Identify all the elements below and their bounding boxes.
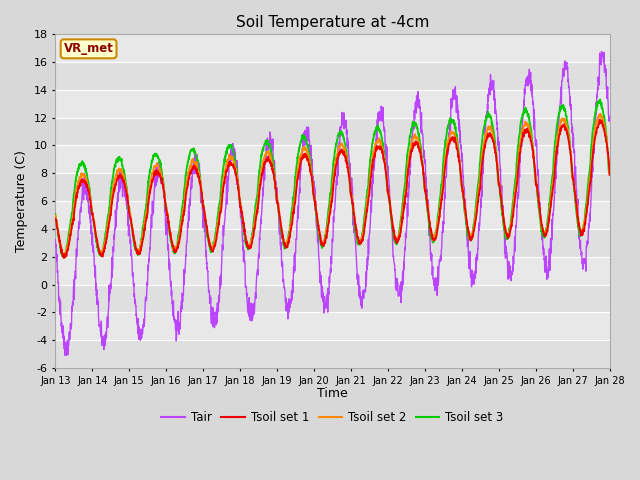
Bar — [55, 62, 610, 90]
X-axis label: Time: Time — [317, 387, 348, 400]
Bar — [55, 173, 610, 201]
Legend: Tair, Tsoil set 1, Tsoil set 2, Tsoil set 3: Tair, Tsoil set 1, Tsoil set 2, Tsoil se… — [157, 407, 508, 429]
Bar — [55, 340, 610, 368]
Y-axis label: Temperature (C): Temperature (C) — [15, 150, 28, 252]
Title: Soil Temperature at -4cm: Soil Temperature at -4cm — [236, 15, 429, 30]
Bar — [55, 285, 610, 312]
Bar — [55, 118, 610, 145]
Text: VR_met: VR_met — [63, 42, 113, 55]
Bar — [55, 229, 610, 257]
